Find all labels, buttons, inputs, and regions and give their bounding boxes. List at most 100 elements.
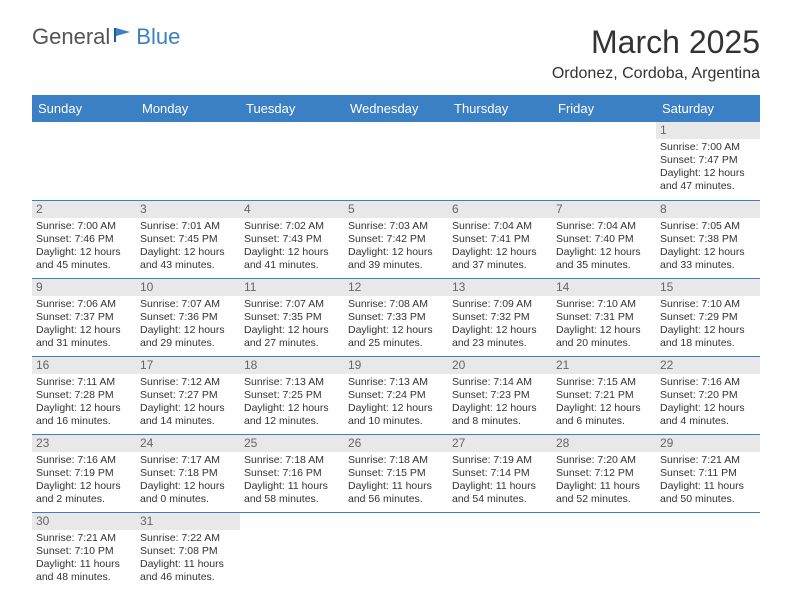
day-number: 19 [344,357,448,374]
daylight-text: Daylight: 11 hours [660,480,756,493]
sunrise-text: Sunrise: 7:10 AM [660,298,756,311]
sunrise-text: Sunrise: 7:07 AM [140,298,236,311]
calendar-cell: 30Sunrise: 7:21 AMSunset: 7:10 PMDayligh… [32,512,136,590]
sunrise-text: Sunrise: 7:03 AM [348,220,444,233]
sunrise-text: Sunrise: 7:16 AM [660,376,756,389]
daylight-text: and 52 minutes. [556,493,652,506]
sunset-text: Sunset: 7:42 PM [348,233,444,246]
calendar-table: Sunday Monday Tuesday Wednesday Thursday… [32,95,760,590]
day-number: 6 [448,201,552,218]
day-number: 17 [136,357,240,374]
sunrise-text: Sunrise: 7:06 AM [36,298,132,311]
daylight-text: and 46 minutes. [140,571,236,584]
calendar-cell [344,122,448,200]
daylight-text: and 10 minutes. [348,415,444,428]
daylight-text: Daylight: 12 hours [244,402,340,415]
weekday-header: Sunday [32,95,136,122]
daylight-text: and 0 minutes. [140,493,236,506]
calendar-cell: 3Sunrise: 7:01 AMSunset: 7:45 PMDaylight… [136,200,240,278]
sunrise-text: Sunrise: 7:04 AM [452,220,548,233]
sunrise-text: Sunrise: 7:02 AM [244,220,340,233]
day-number: 21 [552,357,656,374]
sunrise-text: Sunrise: 7:09 AM [452,298,548,311]
weekday-header: Friday [552,95,656,122]
calendar-cell [656,512,760,590]
sunrise-text: Sunrise: 7:13 AM [348,376,444,389]
daylight-text: and 56 minutes. [348,493,444,506]
sunrise-text: Sunrise: 7:11 AM [36,376,132,389]
daylight-text: and 23 minutes. [452,337,548,350]
daylight-text: Daylight: 12 hours [348,402,444,415]
day-number: 20 [448,357,552,374]
day-number: 11 [240,279,344,296]
calendar-cell: 2Sunrise: 7:00 AMSunset: 7:46 PMDaylight… [32,200,136,278]
sunset-text: Sunset: 7:12 PM [556,467,652,480]
daylight-text: Daylight: 11 hours [452,480,548,493]
calendar-cell [448,512,552,590]
sunrise-text: Sunrise: 7:14 AM [452,376,548,389]
day-number: 27 [448,435,552,452]
sunset-text: Sunset: 7:15 PM [348,467,444,480]
header: General Blue March 2025 Ordonez, Cordoba… [32,24,760,83]
daylight-text: and 58 minutes. [244,493,340,506]
daylight-text: Daylight: 12 hours [556,324,652,337]
sunrise-text: Sunrise: 7:20 AM [556,454,652,467]
calendar-cell [32,122,136,200]
daylight-text: and 16 minutes. [36,415,132,428]
sunrise-text: Sunrise: 7:10 AM [556,298,652,311]
sunset-text: Sunset: 7:45 PM [140,233,236,246]
logo-text-general: General [32,24,110,50]
daylight-text: Daylight: 12 hours [36,480,132,493]
weekday-header: Tuesday [240,95,344,122]
day-number: 18 [240,357,344,374]
sunrise-text: Sunrise: 7:00 AM [36,220,132,233]
sunset-text: Sunset: 7:33 PM [348,311,444,324]
day-number: 24 [136,435,240,452]
daylight-text: and 50 minutes. [660,493,756,506]
daylight-text: and 41 minutes. [244,259,340,272]
sunrise-text: Sunrise: 7:08 AM [348,298,444,311]
day-number: 1 [656,122,760,139]
sunset-text: Sunset: 7:31 PM [556,311,652,324]
calendar-cell: 10Sunrise: 7:07 AMSunset: 7:36 PMDayligh… [136,278,240,356]
calendar-cell: 28Sunrise: 7:20 AMSunset: 7:12 PMDayligh… [552,434,656,512]
sunset-text: Sunset: 7:24 PM [348,389,444,402]
daylight-text: Daylight: 11 hours [244,480,340,493]
location: Ordonez, Cordoba, Argentina [552,65,760,83]
daylight-text: Daylight: 12 hours [660,324,756,337]
sunset-text: Sunset: 7:47 PM [660,154,756,167]
daylight-text: Daylight: 12 hours [36,402,132,415]
sunset-text: Sunset: 7:25 PM [244,389,340,402]
calendar-cell [240,512,344,590]
sunset-text: Sunset: 7:20 PM [660,389,756,402]
sunrise-text: Sunrise: 7:18 AM [348,454,444,467]
day-number: 9 [32,279,136,296]
sunrise-text: Sunrise: 7:22 AM [140,532,236,545]
day-number: 30 [32,513,136,530]
daylight-text: and 39 minutes. [348,259,444,272]
daylight-text: and 43 minutes. [140,259,236,272]
daylight-text: Daylight: 12 hours [660,402,756,415]
daylight-text: and 14 minutes. [140,415,236,428]
sunset-text: Sunset: 7:38 PM [660,233,756,246]
daylight-text: Daylight: 12 hours [452,246,548,259]
calendar-cell [448,122,552,200]
sunset-text: Sunset: 7:46 PM [36,233,132,246]
daylight-text: and 47 minutes. [660,180,756,193]
daylight-text: and 18 minutes. [660,337,756,350]
sunrise-text: Sunrise: 7:00 AM [660,141,756,154]
calendar-cell: 14Sunrise: 7:10 AMSunset: 7:31 PMDayligh… [552,278,656,356]
calendar-cell: 15Sunrise: 7:10 AMSunset: 7:29 PMDayligh… [656,278,760,356]
calendar-cell: 12Sunrise: 7:08 AMSunset: 7:33 PMDayligh… [344,278,448,356]
sunrise-text: Sunrise: 7:07 AM [244,298,340,311]
sunset-text: Sunset: 7:36 PM [140,311,236,324]
sunset-text: Sunset: 7:21 PM [556,389,652,402]
daylight-text: Daylight: 12 hours [36,246,132,259]
sunset-text: Sunset: 7:14 PM [452,467,548,480]
daylight-text: and 35 minutes. [556,259,652,272]
calendar-row: 2Sunrise: 7:00 AMSunset: 7:46 PMDaylight… [32,200,760,278]
sunset-text: Sunset: 7:28 PM [36,389,132,402]
daylight-text: Daylight: 12 hours [140,246,236,259]
day-number: 3 [136,201,240,218]
sunset-text: Sunset: 7:29 PM [660,311,756,324]
